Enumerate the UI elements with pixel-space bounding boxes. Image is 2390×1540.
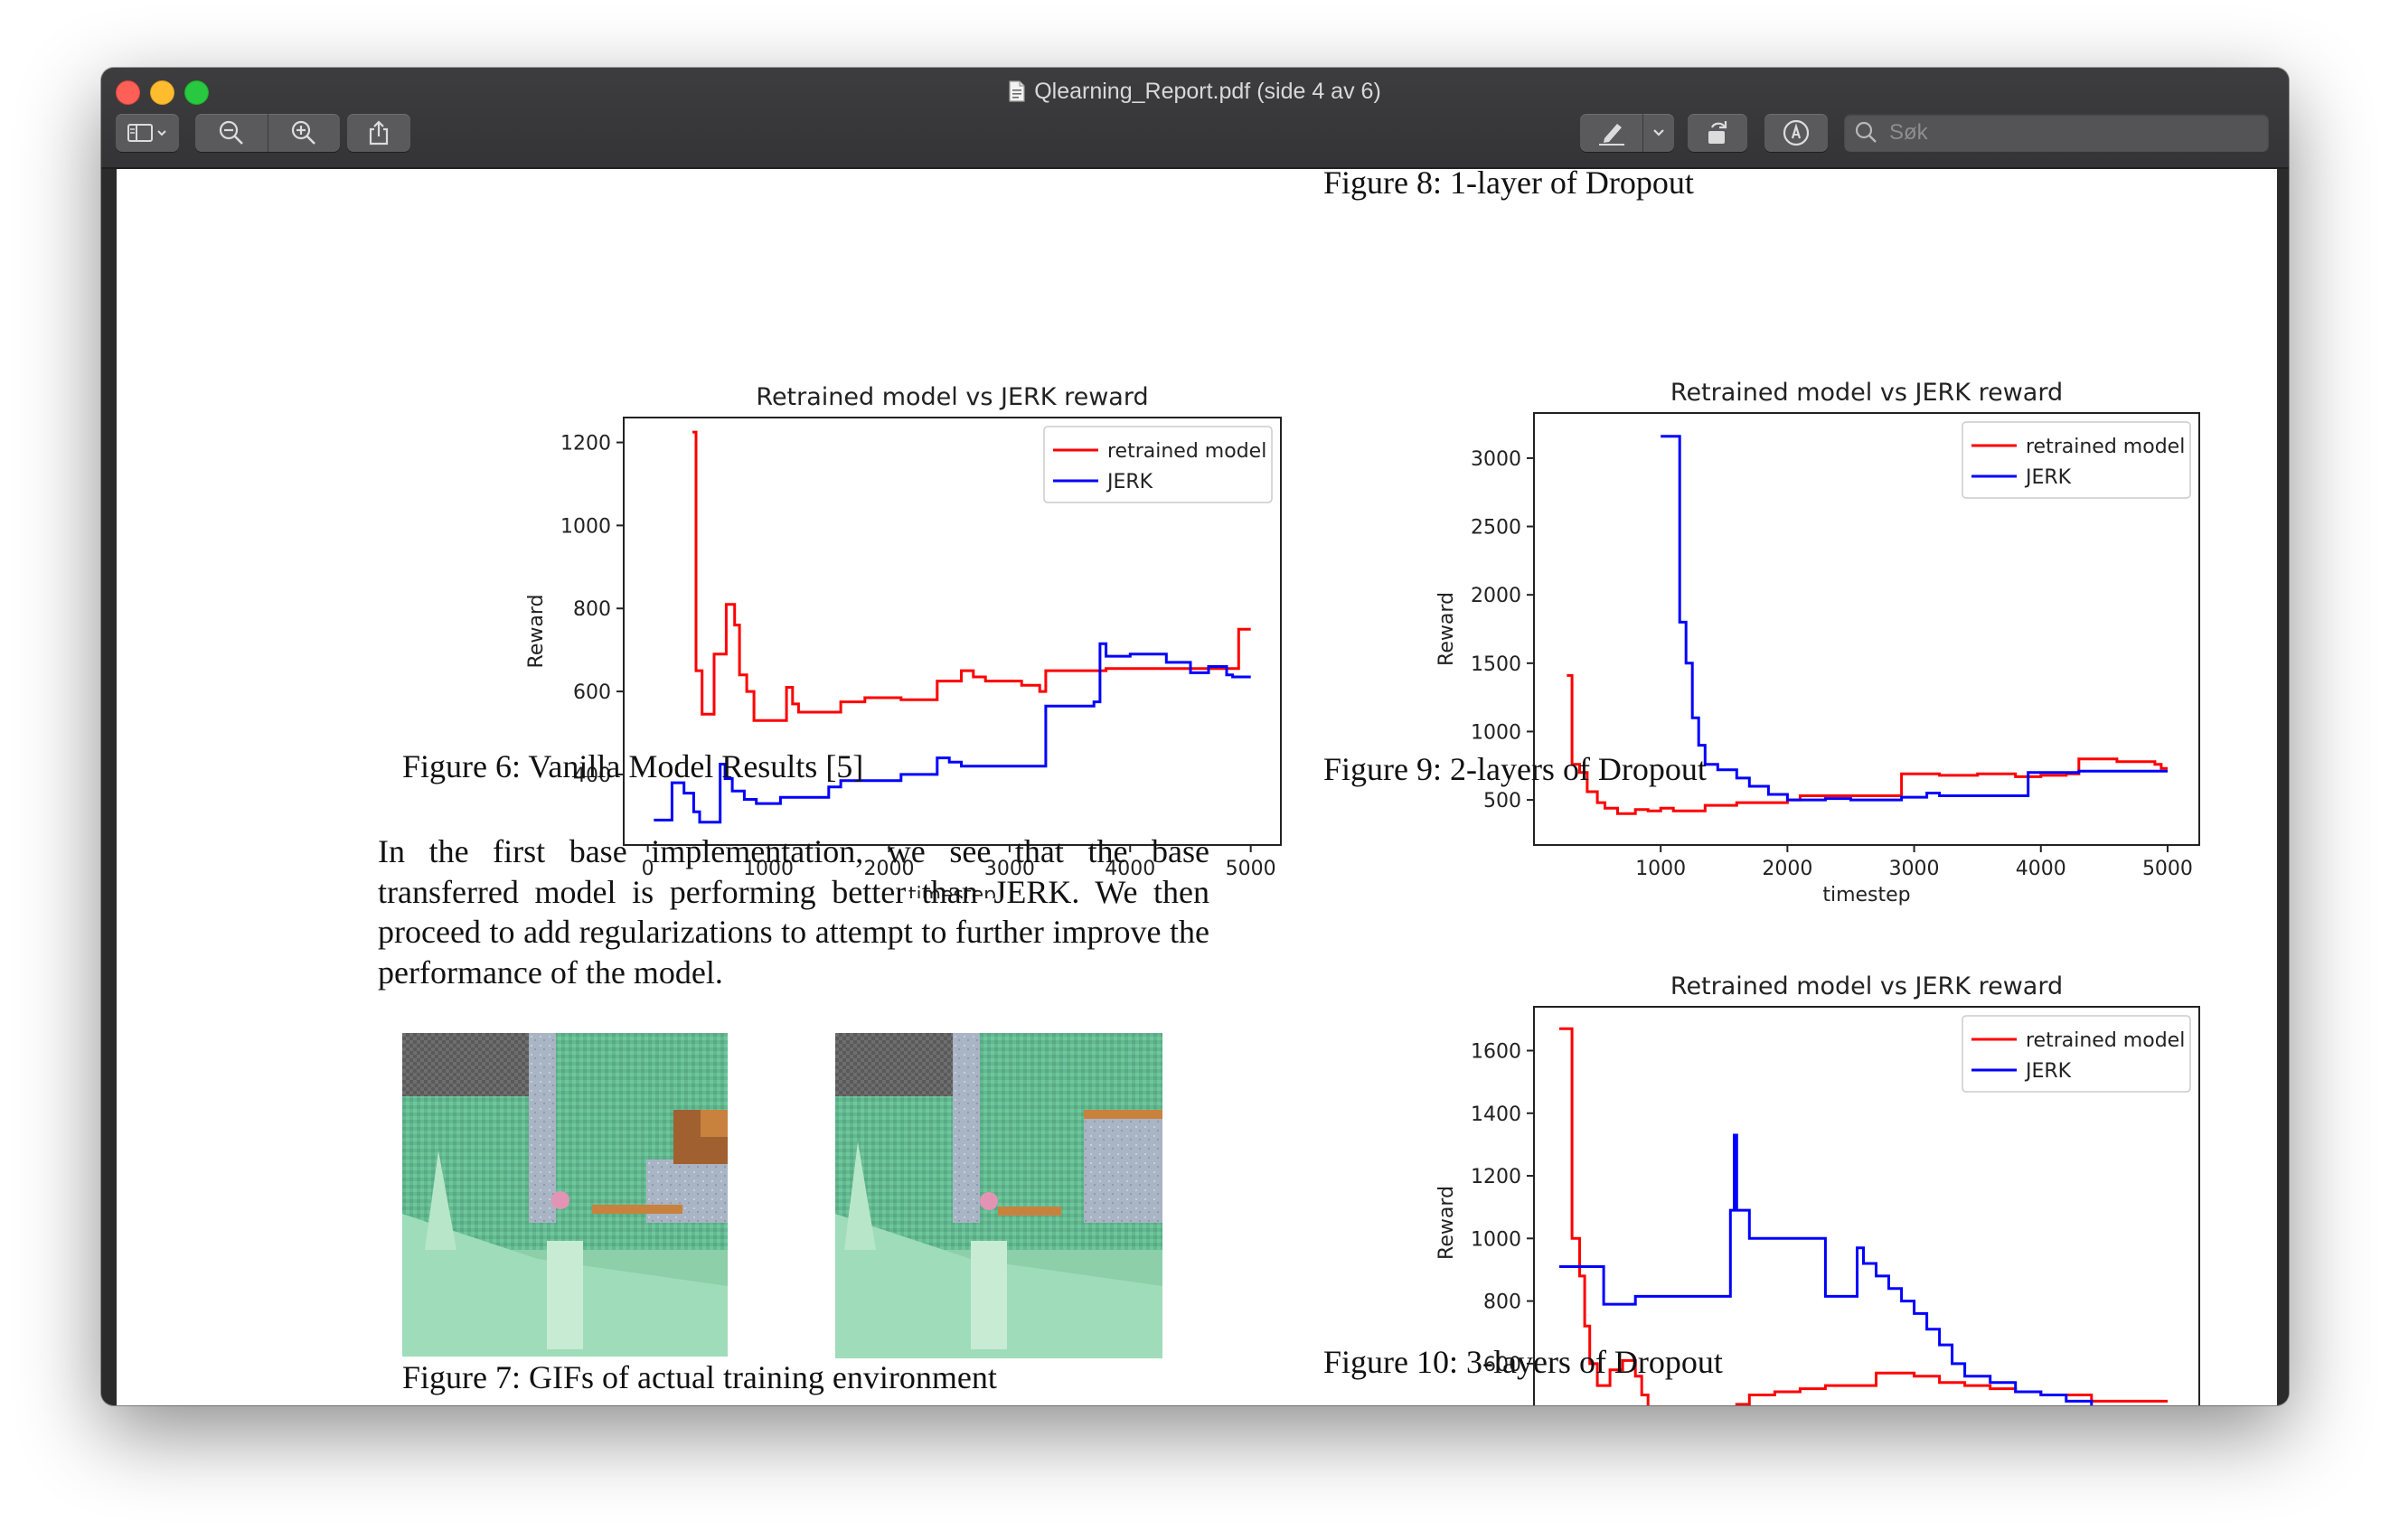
zoom-in-button[interactable] [268,114,340,152]
legend-label: JERK [2024,466,2072,489]
y-tick-label: 2000 [1471,585,1521,607]
legend-label: JERK [1106,471,1153,493]
close-button[interactable] [116,80,140,105]
pdf-document-icon [1009,80,1025,102]
x-tick-label: 1000 [743,858,794,880]
legend-label: retrained model [2026,1029,2185,1052]
markup-pen-button[interactable] [1580,114,1674,152]
x-tick-label: 2000 [863,858,914,880]
zoom-controls [195,114,340,152]
window-title: Qlearning_Report.pdf (side 4 av 6) [101,77,2289,106]
chart-title: Retrained model vs JERK reward [756,383,1148,411]
y-tick-label: 1000 [1471,721,1521,744]
sidebar-icon [127,124,166,142]
sidebar-toggle-button[interactable] [116,114,179,152]
x-tick-label: 4000 [2016,858,2066,880]
training-gif-frame-2 [835,1033,1162,1358]
x-tick-label: 4000 [1105,858,1155,880]
figure-8-caption: Figure 8: 1-layer of Dropout [1323,164,1694,201]
share-button[interactable] [347,114,410,152]
x-tick-label: 1000 [1635,858,1686,880]
training-gif-frame-1 [402,1033,728,1357]
x-tick-label: 2000 [1762,858,1812,880]
plot-area-frame [1533,1006,2200,1405]
chart-title: Retrained model vs JERK reward [1670,972,2063,1000]
y-axis-label: Reward [1435,1186,1458,1260]
series-line-retrained-model [1567,673,2168,815]
series-line-jerk [1661,435,2168,802]
minimize-button[interactable] [150,80,174,105]
series-line-jerk [654,642,1251,824]
plot-area-frame [623,417,1282,846]
chart-title: Retrained model vs JERK reward [1670,379,2063,407]
plot-area-frame [1533,412,2200,846]
legend-label: retrained model [2026,436,2185,458]
x-tick-label: 3000 [984,858,1035,880]
fullscreen-button[interactable] [184,80,209,105]
zoom-in-icon [291,120,315,145]
y-axis-label: Reward [1435,592,1458,666]
y-tick-label: 500 [1483,790,1521,812]
y-tick-label: 2500 [1471,517,1521,540]
x-tick-label: 3000 [1889,858,1940,880]
series-line-retrained-model [1559,1027,2168,1405]
figure-7-caption: Figure 7: GIFs of actual training enviro… [402,1359,997,1395]
y-tick-label: 1000 [1471,1228,1521,1251]
legend-box [1043,426,1273,503]
series-line-retrained-model [692,430,1251,722]
legend-label: JERK [2024,1060,2072,1083]
figure-6-svg: Retrained model vs JERK reward 0 1000 2000 3… [525,383,1282,906]
x-tick-label: 0 [642,858,654,880]
series-line-jerk [1559,1133,2094,1405]
x-tick-label: 5000 [1226,858,1276,880]
figure-6-chart: Retrained model vs JERK reward 0 1000 2000 3… [478,266,1292,906]
pdf-page: Figure 8: 1-layer of Dropout Retrained m… [117,164,2277,1405]
y-tick-label: 600 [573,681,611,704]
y-tick-label: 1000 [560,515,611,538]
markup-dropdown-button[interactable] [1643,114,1674,152]
figure-9-chart: Retrained model vs JERK reward 1000 2000 30… [1323,262,2227,913]
legend-box [1962,421,2191,499]
figure-9-svg: Retrained model vs JERK reward 1000 2000 30… [1435,379,2200,906]
search-input[interactable] [1887,119,2253,146]
figure-6-caption: Figure 6: Vanilla Model Results [5] [402,748,864,784]
zoom-out-button[interactable] [196,114,268,152]
window-title-text: Qlearning_Report.pdf (side 4 av 6) [1034,79,1381,104]
markup-toolbar-button[interactable] [1764,114,1828,152]
y-tick-label: 1400 [1471,1103,1521,1126]
y-tick-label: 800 [573,598,611,621]
titlebar: Qlearning_Report.pdf (side 4 av 6) [101,68,2289,169]
share-icon [369,120,389,146]
body-paragraph: In the first base implementation, we see… [378,833,1209,991]
legend-box [1962,1015,2191,1093]
pen-icon [1598,124,1624,146]
y-tick-label: 1200 [560,433,611,455]
chevron-down-icon [1652,129,1664,136]
preview-window: Qlearning_Report.pdf (side 4 av 6) [101,68,2289,1405]
y-tick-label: 1500 [1471,653,1521,676]
search-field[interactable] [1844,114,2269,152]
x-tick-label: 5000 [2142,858,2193,880]
figure-10-svg: Retrained model vs JERK reward0100020003… [1435,972,2200,1405]
markup-icon [1783,119,1810,146]
y-tick-label: 1200 [1471,1166,1521,1188]
figure-10-chart: Retrained model vs JERK reward0100020003… [1323,856,2227,1405]
zoom-out-icon [219,120,243,145]
y-axis-label: Reward [525,595,548,669]
rotate-button[interactable] [1688,114,1747,152]
document-viewport[interactable]: Figure 8: 1-layer of Dropout Retrained m… [101,164,2289,1405]
figure-9-caption: Figure 9: 2-layers of Dropout [1323,751,1707,787]
y-tick-label: 400 [573,765,611,787]
y-tick-label: 600 [1483,1354,1521,1376]
rotate-icon [1708,121,1727,144]
y-tick-label: 1600 [1471,1040,1521,1063]
search-icon [1855,121,1877,143]
figure-10-caption: Figure 10: 3-layers of Dropout [1323,1344,1723,1380]
x-axis-label: timestep [1822,884,1910,906]
y-tick-label: 3000 [1471,448,1521,471]
legend-label: retrained model [1107,440,1266,463]
y-tick-label: 800 [1483,1291,1521,1314]
